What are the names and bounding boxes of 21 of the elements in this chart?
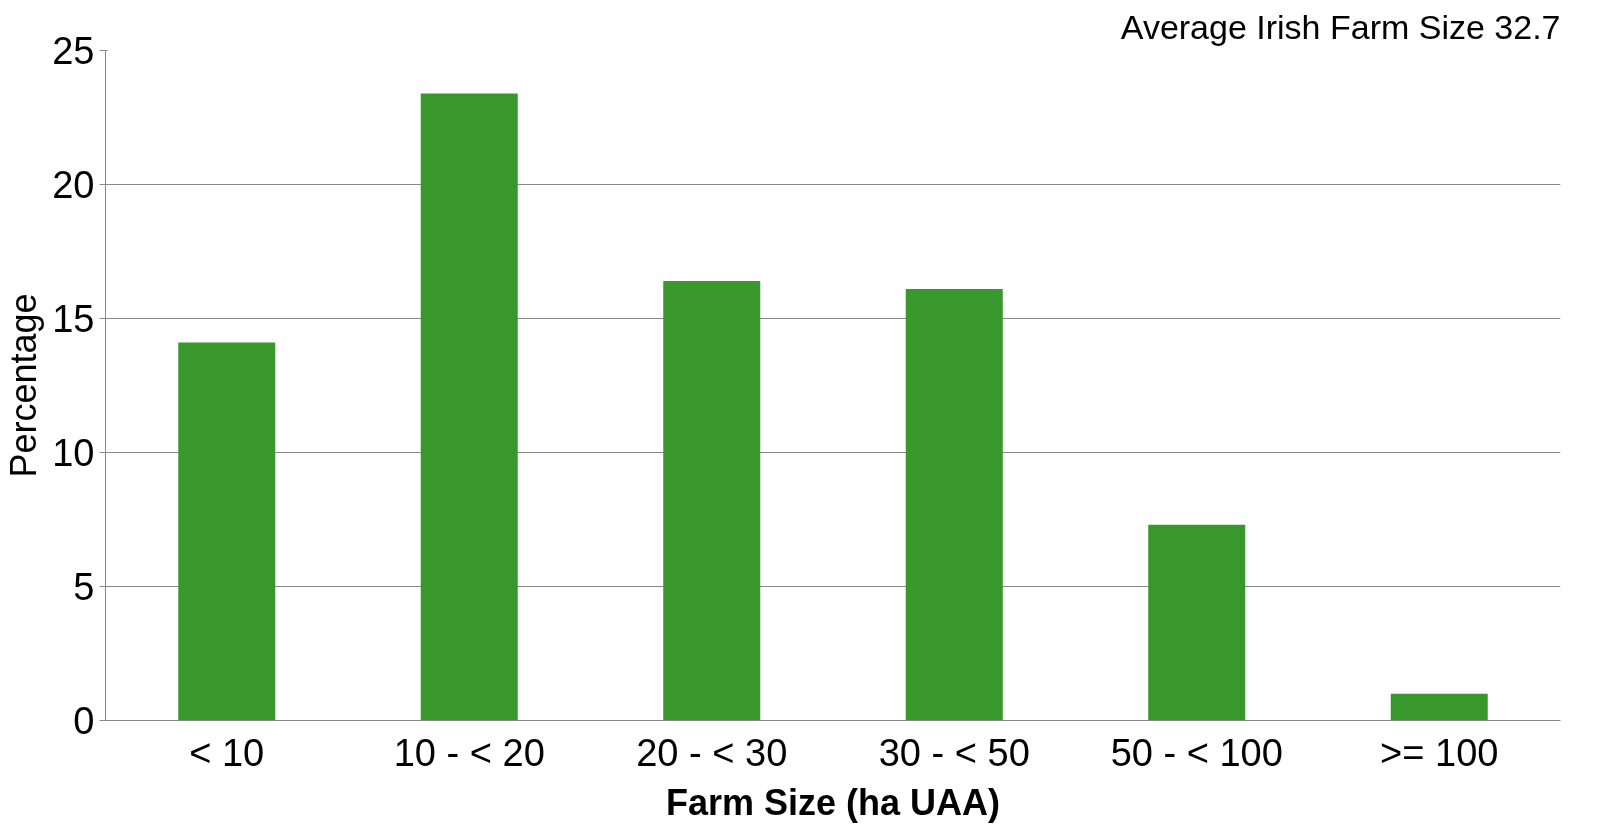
y-tick-label: 20: [52, 164, 95, 206]
chart-title: Average Irish Farm Size 32.7: [1120, 7, 1561, 46]
y-axis-title: Percentage: [3, 293, 45, 478]
y-tick-label: 5: [73, 566, 95, 608]
x-tick-label: 10 - < 20: [393, 731, 545, 774]
y-tick-label: 10: [52, 432, 95, 474]
x-tick-label: 50 - < 100: [1110, 731, 1283, 774]
bar: [905, 289, 1003, 721]
bar: [663, 280, 761, 721]
bar: [1390, 693, 1488, 721]
x-tick-label: < 10: [189, 731, 265, 774]
bar: [178, 342, 276, 721]
x-axis-title: Farm Size (ha UAA): [665, 781, 1001, 823]
y-tick-label: 25: [52, 30, 95, 72]
y-tick-label: 15: [52, 298, 95, 340]
x-tick-label: 30 - < 50: [878, 731, 1030, 774]
x-tick-label: >= 100: [1380, 731, 1499, 774]
bar: [420, 93, 518, 721]
bar: [1148, 524, 1246, 721]
y-tick-label: 0: [73, 700, 95, 742]
x-tick-label: 20 - < 30: [636, 731, 788, 774]
